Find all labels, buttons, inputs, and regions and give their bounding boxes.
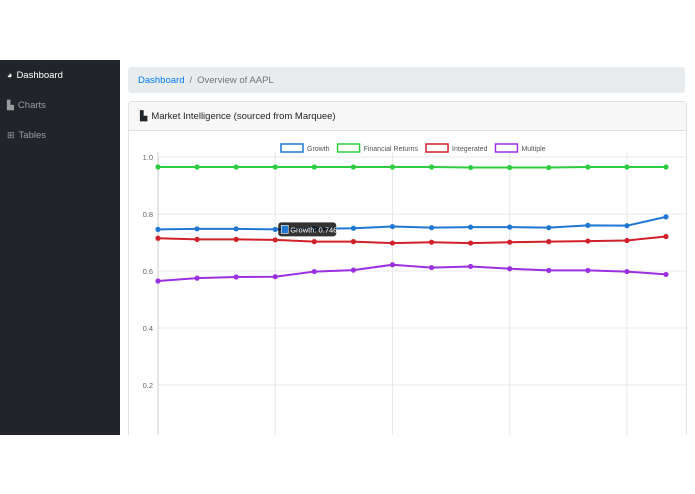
y-tick-label: 0.6	[143, 267, 153, 276]
tachometer-icon: ◕	[7, 70, 13, 80]
series-line	[158, 165, 666, 169]
data-point	[389, 223, 396, 230]
data-point	[272, 226, 278, 232]
data-point	[624, 237, 630, 244]
sidebar-item-dashboard[interactable]: ◕ Dashboard	[0, 60, 120, 90]
data-point	[389, 262, 396, 268]
data-point	[155, 235, 161, 241]
card-header: ▙ Market Intelligence (sourced from Marqu…	[129, 102, 686, 131]
breadcrumb-dashboard-link[interactable]: Dashboard	[138, 74, 185, 86]
data-point	[624, 164, 630, 170]
data-point	[233, 274, 239, 280]
data-point	[546, 267, 552, 274]
legend-swatch	[280, 143, 304, 153]
data-point	[233, 226, 239, 232]
data-point	[194, 236, 200, 242]
breadcrumb-current: Overview of AAPL	[197, 74, 274, 86]
area-chart-icon: ▙	[140, 110, 148, 122]
data-point	[468, 224, 474, 230]
data-point	[194, 275, 200, 281]
data-point	[311, 239, 317, 245]
series-line	[157, 263, 667, 282]
data-point	[468, 240, 474, 246]
data-point	[546, 164, 552, 171]
tooltip	[278, 222, 337, 237]
data-point	[155, 278, 161, 284]
data-point	[350, 225, 356, 231]
data-point	[233, 164, 239, 170]
data-point	[194, 226, 200, 232]
data-point	[546, 239, 552, 245]
data-point	[155, 164, 161, 170]
tooltip-swatch	[280, 225, 289, 234]
data-point	[155, 226, 161, 232]
data-point	[389, 240, 396, 246]
data-point	[428, 264, 435, 271]
sidebar-item-label: Tables	[18, 129, 47, 141]
sidebar-item-label: Dashboard	[16, 69, 63, 81]
sidebar-item-tables[interactable]: ⊞ Tables	[0, 120, 120, 150]
data-point	[468, 263, 474, 270]
data-point	[585, 267, 591, 274]
data-point	[663, 233, 669, 240]
y-tick-label: 0.2	[143, 381, 153, 390]
data-point	[272, 237, 278, 243]
data-point	[468, 164, 474, 171]
card-title: Market Intelligence (sourced from Marque…	[151, 110, 336, 122]
sidebar-item-charts[interactable]: ▙ Charts	[0, 90, 120, 120]
legend-label: Multiple	[521, 146, 545, 153]
legend-swatch	[425, 143, 449, 153]
data-point	[507, 266, 513, 272]
sidebar: ◕ Dashboard ▙ Charts ⊞ Tables	[0, 60, 120, 435]
data-point	[389, 164, 396, 170]
tooltip-text: Growth: 0.746	[290, 225, 337, 234]
data-point	[507, 224, 513, 230]
y-tick-label: 0.4	[143, 324, 153, 333]
data-point	[272, 274, 278, 280]
data-point	[233, 236, 239, 242]
data-point	[663, 214, 669, 220]
data-point	[585, 238, 591, 244]
area-chart-icon: ▙	[7, 99, 14, 110]
data-point	[350, 267, 356, 273]
data-point	[350, 239, 356, 245]
data-point	[428, 225, 435, 231]
breadcrumb-separator: /	[189, 74, 193, 86]
data-point	[585, 222, 591, 228]
data-point	[663, 164, 669, 170]
data-point	[546, 225, 552, 231]
data-point	[507, 239, 513, 245]
legend-label: Growth	[307, 146, 330, 153]
chart-card: ▙ Market Intelligence (sourced from Marqu…	[128, 101, 687, 435]
legend-label: Financial Returns	[364, 146, 419, 153]
legend-swatch	[336, 143, 361, 153]
legend-swatch	[494, 143, 519, 153]
y-tick-label: 1.0	[143, 153, 153, 162]
data-point	[311, 164, 317, 170]
table-icon: ⊞	[7, 129, 15, 140]
data-point	[272, 164, 278, 170]
y-tick-label: 0.8	[143, 210, 153, 219]
series-line	[157, 235, 667, 245]
data-point	[624, 223, 630, 229]
legend-label: Integerated	[452, 146, 488, 153]
data-point	[663, 271, 669, 278]
data-point	[311, 268, 317, 275]
data-point	[428, 164, 435, 170]
data-point	[585, 164, 591, 170]
line-chart: 1.0 0.8 0.6 0.4 0.2 Growth Financial Returns In…	[143, 143, 686, 435]
series-line	[157, 215, 667, 231]
data-point	[507, 164, 513, 171]
data-point	[624, 268, 630, 275]
sidebar-item-label: Charts	[17, 99, 46, 111]
data-point	[194, 164, 200, 170]
main-content: Dashboard / Overview of AAPL ▙ Market Int…	[120, 60, 695, 435]
data-point	[350, 164, 356, 170]
breadcrumb: Dashboard / Overview of AAPL	[128, 67, 685, 93]
data-point	[428, 239, 435, 245]
